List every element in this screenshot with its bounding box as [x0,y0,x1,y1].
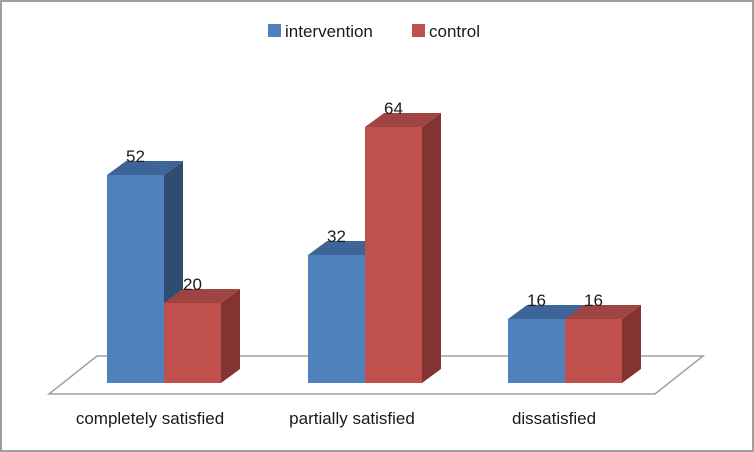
bar-intervention-dissatisfied-top-face [508,305,584,319]
bar-control-partially-satisfied [365,127,422,383]
data-label-intervention-partially-satisfied: 32 [327,227,346,246]
bar-control-partially-satisfied-top-face [365,113,441,127]
bar-control-completely-satisfied-side-face [221,289,240,383]
chart-floor [46,355,706,395]
bar-control-completely-satisfied-top-face [164,289,240,303]
legend-label-control: control [429,22,480,41]
bar-control-dissatisfied-side-face [622,305,641,383]
data-label-control-partially-satisfied: 64 [384,99,403,118]
data-label-control-dissatisfied: 16 [584,291,603,310]
data-label-intervention-dissatisfied: 16 [527,291,546,310]
bar-control-dissatisfied [565,319,622,383]
bar-control-partially-satisfied-side-face [422,113,441,383]
legend-swatch-intervention [268,24,281,37]
bar-intervention-completely-satisfied-top-face [107,161,183,175]
data-label-control-completely-satisfied: 20 [183,275,202,294]
bar-intervention-completely-satisfied [107,175,164,383]
bar-control-completely-satisfied [164,303,221,383]
bar-control-dissatisfied-top-face [565,305,641,319]
legend-swatch-control [412,24,425,37]
category-label-partially-satisfied: partially satisfied [289,409,415,428]
legend-label-intervention: intervention [285,22,373,41]
category-label-completely-satisfied: completely satisfied [76,409,224,428]
category-label-dissatisfied: dissatisfied [512,409,596,428]
bar-intervention-partially-satisfied [308,255,365,383]
data-label-intervention-completely-satisfied: 52 [126,147,145,166]
bar-intervention-dissatisfied [508,319,565,383]
